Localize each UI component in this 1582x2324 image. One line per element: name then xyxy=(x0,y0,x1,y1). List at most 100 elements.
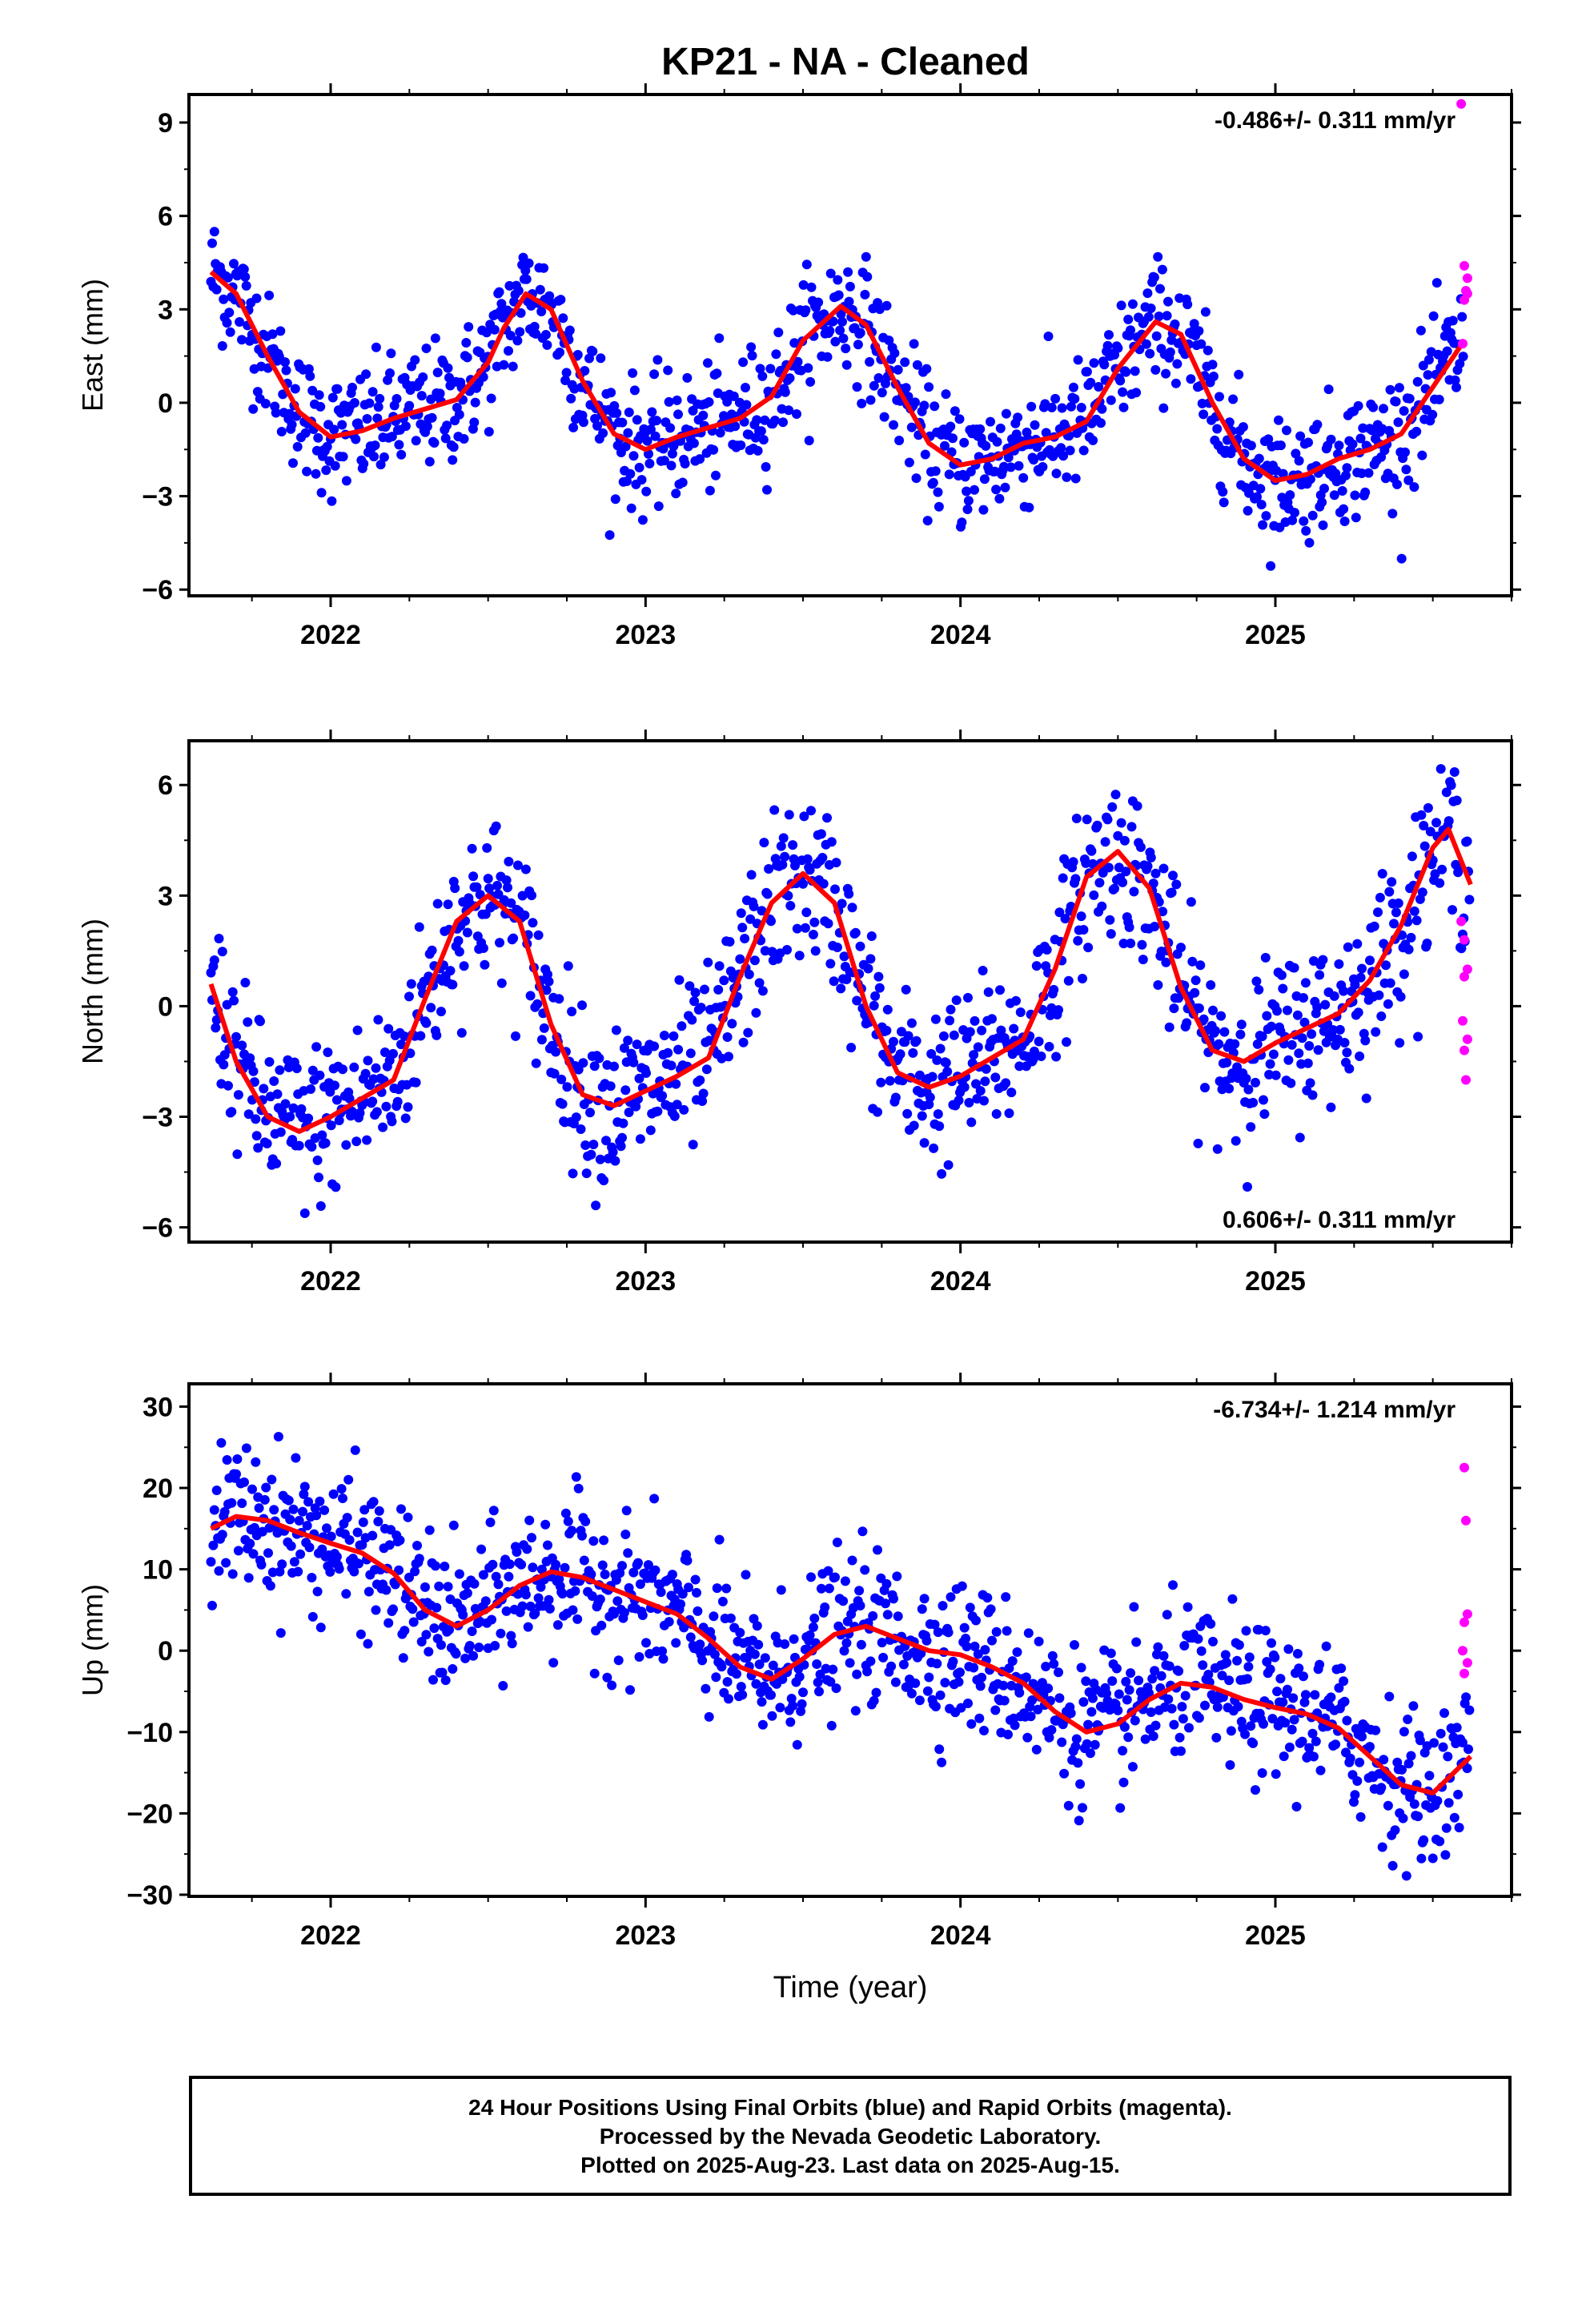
final-orbit-point xyxy=(470,397,480,408)
final-orbit-point xyxy=(454,409,464,420)
final-orbit-point xyxy=(1326,1692,1336,1703)
final-orbit-point xyxy=(1102,814,1113,825)
final-orbit-point xyxy=(635,1134,645,1144)
final-orbit-point xyxy=(1263,434,1274,444)
final-orbit-point xyxy=(628,451,639,461)
final-orbit-point xyxy=(564,325,575,336)
final-orbit-point xyxy=(932,1659,942,1669)
final-orbit-point xyxy=(801,259,812,270)
final-orbit-point xyxy=(749,1649,760,1659)
final-orbit-point xyxy=(1417,887,1427,898)
final-orbit-point xyxy=(1295,1132,1305,1143)
final-orbit-point xyxy=(1387,509,1398,519)
x-tick-label: 2022 xyxy=(300,620,361,650)
final-orbit-point xyxy=(635,1579,645,1590)
final-orbit-point xyxy=(342,1513,352,1523)
final-orbit-point xyxy=(1397,1764,1407,1775)
final-orbit-point xyxy=(604,530,615,541)
final-orbit-point xyxy=(919,1138,930,1148)
final-orbit-point xyxy=(1113,343,1123,353)
y-tick-label: 6 xyxy=(158,770,173,801)
final-orbit-point xyxy=(327,392,338,403)
final-orbit-point xyxy=(677,1021,687,1031)
final-orbit-point xyxy=(705,485,715,496)
final-orbit-point xyxy=(1051,468,1062,479)
final-orbit-point xyxy=(1447,905,1457,915)
final-orbit-point xyxy=(753,445,763,456)
final-orbit-point xyxy=(1046,1725,1057,1735)
final-orbit-point xyxy=(938,1601,948,1611)
final-orbit-point xyxy=(328,1489,339,1499)
final-orbit-point xyxy=(671,1079,681,1089)
final-orbit-point xyxy=(802,854,813,864)
final-orbit-point xyxy=(601,1136,611,1146)
final-orbit-point xyxy=(351,1136,362,1147)
final-orbit-point xyxy=(450,883,460,894)
final-orbit-point xyxy=(928,477,938,488)
final-orbit-point xyxy=(410,1566,420,1577)
final-orbit-point xyxy=(752,415,762,425)
final-orbit-point xyxy=(954,414,965,424)
final-orbit-point xyxy=(1196,1646,1207,1656)
final-orbit-point xyxy=(1457,312,1468,322)
final-orbit-point xyxy=(1071,1734,1082,1744)
final-orbit-point xyxy=(1116,818,1126,828)
final-orbit-point xyxy=(263,1548,273,1558)
final-orbit-point xyxy=(1217,1671,1227,1681)
final-orbit-point xyxy=(1222,1658,1232,1668)
final-orbit-point xyxy=(368,1497,379,1507)
final-orbit-point xyxy=(568,422,579,432)
final-orbit-point xyxy=(403,1102,413,1112)
final-orbit-point xyxy=(1398,1813,1408,1823)
final-orbit-point xyxy=(596,353,606,364)
final-orbit-point xyxy=(935,1043,946,1054)
final-orbit-point xyxy=(659,456,669,466)
final-orbit-point xyxy=(209,227,219,237)
final-orbit-point xyxy=(288,458,298,468)
y-tick-label: 6 xyxy=(158,202,173,232)
final-orbit-point xyxy=(698,410,709,420)
final-orbit-point xyxy=(833,290,844,300)
final-orbit-point xyxy=(895,1049,905,1059)
final-orbit-point xyxy=(722,1677,733,1687)
final-orbit-point xyxy=(1162,311,1172,321)
rapid-orbit-point xyxy=(1462,1609,1472,1619)
final-orbit-point xyxy=(1458,352,1468,362)
final-orbit-point xyxy=(714,961,725,971)
final-orbit-point xyxy=(1292,1010,1303,1020)
final-orbit-point xyxy=(1182,300,1193,310)
velocity-label: -6.734+/- 1.214 mm/yr xyxy=(1213,1397,1456,1423)
final-orbit-point xyxy=(371,1605,381,1615)
final-orbit-point xyxy=(1407,851,1417,862)
final-orbit-point xyxy=(1374,990,1384,1000)
final-orbit-point xyxy=(367,1530,378,1541)
final-orbit-point xyxy=(730,421,741,432)
final-orbit-point xyxy=(1401,1871,1411,1881)
final-orbit-point xyxy=(777,859,788,870)
final-orbit-point xyxy=(1337,486,1347,496)
final-orbit-point xyxy=(999,1695,1010,1706)
final-orbit-point xyxy=(1014,460,1024,471)
final-orbit-point xyxy=(695,1075,705,1085)
final-orbit-point xyxy=(1268,1049,1279,1059)
final-orbit-point xyxy=(817,853,828,862)
final-orbit-point xyxy=(1074,1815,1084,1826)
final-orbit-point xyxy=(1058,873,1068,883)
final-orbit-point xyxy=(1126,1668,1136,1679)
final-orbit-point xyxy=(950,406,960,416)
final-orbit-point xyxy=(287,420,297,430)
final-orbit-point xyxy=(732,1669,741,1679)
final-orbit-point xyxy=(612,1596,623,1606)
final-orbit-point xyxy=(1307,510,1318,521)
final-orbit-point xyxy=(288,1504,299,1514)
final-orbit-point xyxy=(1065,445,1075,456)
final-orbit-point xyxy=(568,1168,578,1179)
final-orbit-point xyxy=(581,1168,592,1179)
final-orbit-point xyxy=(1406,1751,1416,1761)
final-orbit-point xyxy=(227,1107,237,1117)
final-orbit-point xyxy=(1054,1667,1063,1678)
final-orbit-point xyxy=(605,1081,616,1092)
final-orbit-point xyxy=(364,398,375,408)
final-orbit-point xyxy=(789,1634,799,1644)
final-orbit-point xyxy=(878,1652,889,1663)
